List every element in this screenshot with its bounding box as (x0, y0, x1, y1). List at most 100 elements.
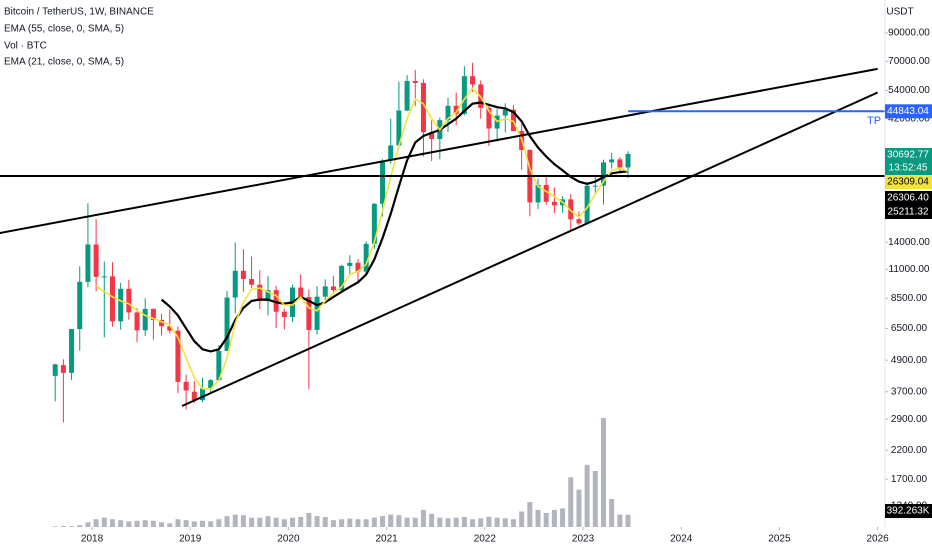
volume-bar (314, 516, 320, 527)
hline-price-label-box (885, 205, 932, 219)
volume-bar (396, 515, 402, 527)
candle-body (109, 276, 115, 322)
volume-bar (453, 517, 459, 527)
volume-bar (167, 523, 173, 527)
candle-body (576, 219, 582, 224)
volume-bar (510, 519, 516, 527)
volume-bar (216, 519, 222, 527)
volume-bar (625, 514, 631, 527)
volume-bar (69, 526, 75, 527)
volume-bar (388, 514, 394, 527)
volume-bar (355, 519, 361, 527)
chart-title: Bitcoin / TetherUS, 1W, BINANCE (4, 7, 154, 18)
candle-body (535, 184, 541, 203)
volume-label: 392.263K (887, 506, 930, 517)
candle-body (314, 296, 320, 330)
y-tick-label: 3700.00 (891, 386, 928, 397)
volume-bar (281, 519, 287, 527)
candle-body (412, 80, 418, 83)
candle-body (486, 107, 492, 129)
candle-body (273, 290, 279, 312)
volume-bar (609, 499, 615, 527)
candle-body (470, 76, 476, 85)
candle-body (371, 203, 377, 244)
candle-body (142, 308, 148, 331)
volume-bar (502, 518, 508, 527)
volume-bar (306, 513, 312, 527)
candle-body (240, 270, 246, 280)
axis-unit: USDT (886, 7, 913, 18)
countdown-label-box (885, 161, 932, 175)
candle-body (265, 290, 271, 302)
candle-body (380, 160, 386, 204)
volume-bar (249, 517, 255, 527)
volume-bar (412, 517, 418, 527)
candle-body (445, 105, 451, 121)
candle-body (404, 80, 410, 111)
candle-body (224, 297, 230, 351)
volume-bar (52, 526, 58, 527)
candle-body (175, 330, 181, 382)
x-tick-label: 2018 (81, 534, 104, 545)
candle-body (609, 159, 615, 163)
volume-bar (380, 516, 386, 527)
volume-bar (420, 509, 426, 527)
candle-body (396, 110, 402, 146)
candle-body (281, 311, 287, 317)
volume-bar (568, 477, 574, 527)
candle-body (199, 388, 205, 401)
trend-line (181, 91, 879, 407)
candle-body (232, 270, 238, 298)
candle-body (126, 288, 132, 313)
candle-body (461, 76, 467, 114)
candle-body (388, 145, 394, 161)
volume-bar (429, 513, 435, 527)
countdown-label: 13:52:45 (889, 163, 928, 174)
x-tick-label: 2019 (179, 534, 202, 545)
candle-body (77, 281, 83, 330)
candle-body (510, 109, 516, 132)
volume-bar (560, 508, 566, 527)
candle-body (551, 201, 557, 206)
volume-bar (592, 471, 598, 527)
candle-body (453, 105, 459, 114)
volume-bar (150, 520, 156, 527)
candle-body (322, 286, 328, 297)
candle-body (355, 262, 361, 272)
candle-body (52, 364, 58, 376)
y-tick-label: 2200.00 (891, 445, 928, 456)
legend-entry: EMA (55, close, 0, SMA, 5) (4, 24, 124, 35)
candle-body (249, 279, 255, 285)
y-tick-label: 14000.00 (888, 237, 930, 248)
candle-body (363, 243, 369, 272)
volume-bar (232, 514, 238, 527)
y-tick-label: 42000.00 (888, 113, 930, 124)
candle-body (592, 185, 598, 187)
x-tick-label: 2021 (375, 534, 398, 545)
y-tick-label: 4900.00 (891, 355, 928, 366)
volume-bar (273, 517, 279, 527)
volume-bar (494, 517, 500, 527)
volume-bar (199, 520, 205, 527)
volume-bar (470, 519, 476, 527)
volume-bar (322, 517, 328, 527)
volume-bar (109, 519, 115, 527)
candle-body (60, 365, 66, 373)
x-tick-label: 2023 (572, 534, 595, 545)
ema-line (95, 87, 629, 390)
candle-body (85, 244, 91, 282)
volume-bar (486, 516, 492, 527)
volume-bar (134, 520, 140, 527)
candle-body (568, 199, 574, 220)
volume-bar (85, 522, 91, 527)
ema55-price-label: 26306.40 (887, 193, 929, 204)
ema55-price-label-box (885, 191, 932, 205)
y-tick-label: 90000.00 (888, 28, 930, 39)
volume-bar (617, 514, 623, 527)
volume-bar (478, 518, 484, 527)
y-tick-label: 8500.00 (891, 293, 928, 304)
volume-bar (445, 518, 451, 527)
candle-body (134, 312, 140, 331)
candle-body (118, 288, 124, 322)
volume-bar (437, 517, 443, 527)
